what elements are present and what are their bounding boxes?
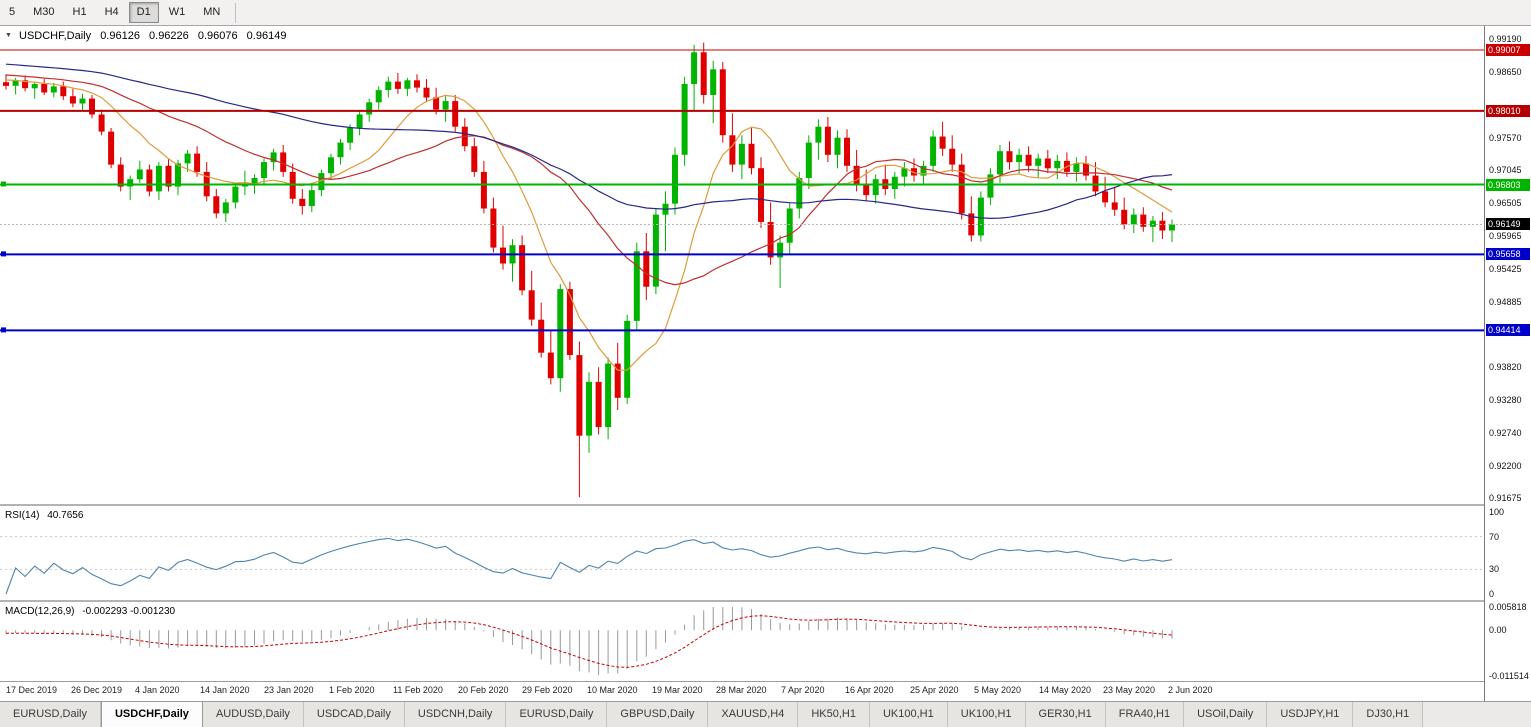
chart-tab-eurusd-daily[interactable]: EURUSD,Daily	[0, 702, 101, 727]
chart-tab-usdcnh-daily[interactable]: USDCNH,Daily	[404, 702, 507, 727]
chart-tab-gbpusd-daily[interactable]: GBPUSD,Daily	[607, 702, 709, 727]
pane-divider-rsi-macd[interactable]	[0, 600, 1531, 602]
pane-divider-macd-dates	[0, 681, 1531, 682]
timeframe-button-h4[interactable]: H4	[104, 6, 119, 18]
date-axis-label: 4 Jan 2020	[135, 685, 180, 695]
date-axis-label: 23 May 2020	[1103, 685, 1156, 695]
chart-tab-usdcad-daily[interactable]: USDCAD,Daily	[303, 702, 405, 727]
chart-title: ▼ USDCHF,Daily 0.96126 0.96226 0.96076 0…	[5, 30, 286, 42]
rsi-current-value: 40.7656	[47, 510, 84, 521]
date-axis-label: 20 Feb 2020	[458, 685, 509, 695]
rsi-axis-label: 70	[1489, 532, 1500, 542]
current-price-badge: 0.96149	[1486, 218, 1530, 230]
price-axis-label: 0.97045	[1489, 165, 1522, 175]
rsi-indicator-label: RSI(14) 40.7656	[5, 510, 83, 521]
date-axis-label: 1 Feb 2020	[329, 685, 375, 695]
symbol-dropdown-icon[interactable]: ▼	[5, 32, 12, 39]
macd-current-values: -0.002293 -0.001230	[82, 606, 176, 617]
price-line-badge: 0.96803	[1486, 179, 1530, 191]
price-axis-label: 0.99190	[1489, 34, 1522, 44]
pane-divider-main-rsi[interactable]	[0, 504, 1531, 506]
date-axis-label: 10 Mar 2020	[587, 685, 638, 695]
ohlc-close-value: 0.96149	[246, 30, 287, 42]
rsi-name: RSI(14)	[5, 510, 40, 521]
price-axis-label: 0.95965	[1489, 231, 1522, 241]
macd-pane-canvas[interactable]	[0, 602, 1484, 681]
ohlc-low-value: 0.96076	[197, 30, 238, 42]
rsi-axis-label: 100	[1489, 507, 1505, 517]
ohlc-high-value: 0.96226	[149, 30, 189, 42]
chart-tab-xauusd-h4[interactable]: XAUUSD,H4	[708, 702, 799, 727]
price-axis-label: 0.92200	[1489, 461, 1522, 471]
date-axis-label: 28 Mar 2020	[716, 685, 767, 695]
rsi-pane-canvas[interactable]	[0, 506, 1484, 600]
date-axis-label: 25 Apr 2020	[910, 685, 959, 695]
price-axis[interactable]: 0.99190 0.98650 0.97570 0.97045 0.96505 0.959…	[1484, 26, 1531, 701]
date-axis-label: 26 Dec 2019	[71, 685, 123, 695]
price-line-badge: 0.98010	[1486, 105, 1530, 117]
price-axis-label: 0.93820	[1489, 362, 1522, 372]
chart-tab-usdjpy-h1[interactable]: USDJPY,H1	[1267, 702, 1354, 727]
chart-tab-usoil-daily[interactable]: USOil,Daily	[1184, 702, 1268, 727]
macd-indicator-label: MACD(12,26,9) -0.002293 -0.001230	[5, 606, 175, 617]
timeframe-button-mn[interactable]: MN	[203, 6, 221, 18]
price-axis-label: 0.97570	[1489, 133, 1522, 143]
timeframe-button-5[interactable]: 5	[9, 6, 16, 18]
chart-tab-fra40-h1[interactable]: FRA40,H1	[1105, 702, 1185, 727]
chart-tab-ger30-h1[interactable]: GER30,H1	[1025, 702, 1106, 727]
chart-tab-uk100-h1[interactable]: UK100,H1	[869, 702, 948, 727]
time-axis[interactable]: 17 Dec 2019 26 Dec 2019 4 Jan 2020 14 Jan 2…	[0, 682, 1484, 701]
macd-name: MACD(12,26,9)	[5, 606, 75, 617]
date-axis-label: 19 Mar 2020	[652, 685, 703, 695]
date-axis-label: 23 Jan 2020	[264, 685, 314, 695]
price-axis-label: 0.98650	[1489, 67, 1522, 77]
date-axis-label: 29 Feb 2020	[522, 685, 573, 695]
price-axis-label: 0.91675	[1489, 493, 1522, 503]
date-axis-label: 11 Feb 2020	[393, 685, 443, 695]
main-chart-canvas[interactable]	[0, 26, 1484, 504]
timeframe-button-w1[interactable]: W1	[168, 6, 186, 18]
rsi-axis-label: 0	[1489, 589, 1495, 599]
date-axis-label: 5 May 2020	[974, 685, 1022, 695]
timeframe-button-m30[interactable]: M30	[33, 6, 55, 18]
price-line-badge: 0.99007	[1486, 44, 1530, 56]
chart-tab-bar: EURUSD,Daily USDCHF,Daily AUDUSD,Daily USDC…	[0, 701, 1531, 727]
price-axis-label: 0.95425	[1489, 264, 1522, 274]
symbol-period-label: USDCHF,Daily	[19, 30, 92, 42]
chart-tab-audusd-daily[interactable]: AUDUSD,Daily	[202, 702, 304, 727]
price-axis-label: 0.96505	[1489, 198, 1522, 208]
price-line-badge: 0.95658	[1486, 248, 1530, 260]
chart-tab-hk50-h1[interactable]: HK50,H1	[798, 702, 870, 727]
rsi-axis-label: 30	[1489, 564, 1500, 574]
date-axis-label: 17 Dec 2019	[6, 685, 58, 695]
macd-axis-label: 0.005818	[1489, 602, 1527, 612]
price-axis-label: 0.94885	[1489, 297, 1522, 307]
date-axis-label: 14 Jan 2020	[200, 685, 250, 695]
timeframe-button-h1[interactable]: H1	[72, 6, 87, 18]
macd-axis-label: 0.00	[1489, 625, 1507, 635]
chart-tab-eurusd-daily[interactable]: EURUSD,Daily	[506, 702, 608, 727]
price-axis-label: 0.93280	[1489, 395, 1522, 405]
date-axis-label: 14 May 2020	[1039, 685, 1092, 695]
date-axis-label: 7 Apr 2020	[781, 685, 825, 695]
timeframe-button-d1[interactable]: D1	[128, 2, 159, 23]
chart-tab-uk100-h1[interactable]: UK100,H1	[947, 702, 1026, 727]
chart-tab-dj30-h1[interactable]: DJ30,H1	[1353, 702, 1424, 727]
price-line-badge: 0.94414	[1486, 324, 1530, 336]
toolbar-separator	[235, 2, 237, 23]
chart-window: ▼ USDCHF,Daily 0.96126 0.96226 0.96076 0…	[0, 26, 1531, 701]
chart-tab-usdchf-daily[interactable]: USDCHF,Daily	[100, 702, 203, 727]
macd-axis-label: -0.011514	[1489, 671, 1529, 681]
date-axis-label: 16 Apr 2020	[845, 685, 894, 695]
date-axis-label: 2 Jun 2020	[1168, 685, 1213, 695]
price-axis-label: 0.92740	[1489, 428, 1522, 438]
ohlc-open-value: 0.96126	[100, 30, 140, 42]
timeframe-toolbar: 5 M30 H1 H4 D1 W1 MN	[0, 0, 1531, 26]
